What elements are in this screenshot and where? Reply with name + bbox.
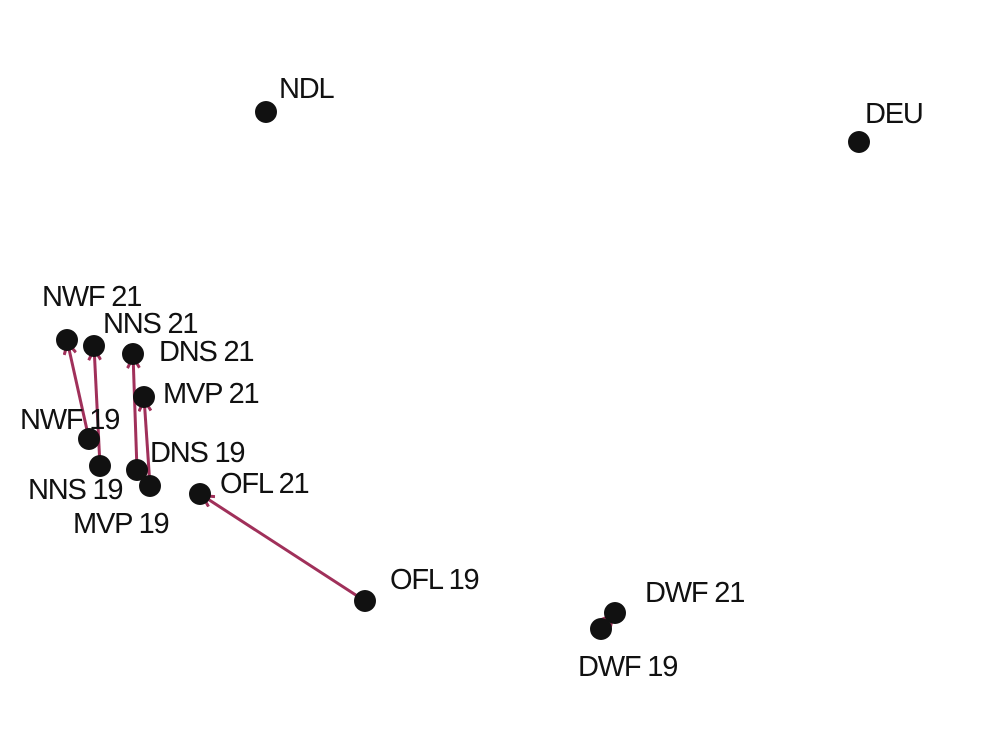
point-nns-19 [89, 455, 111, 477]
point-label-nwf-21: NWF 21 [42, 281, 141, 313]
point-label-dns-21: DNS 21 [159, 336, 253, 368]
point-dns-21 [122, 343, 144, 365]
point-label-dwf-19: DWF 19 [578, 651, 677, 683]
arrow-nns-19-to-nns-21 [94, 350, 100, 467]
arrow-nwf-19-to-nwf-21 [68, 344, 91, 440]
point-label-ofl-21: OFL 21 [220, 468, 309, 500]
point-label-nns-19: NNS 19 [28, 474, 122, 506]
point-dns-19 [126, 459, 148, 481]
point-label-ndl: NDL [279, 73, 334, 105]
point-label-dwf-21: DWF 21 [645, 577, 744, 609]
point-nwf-21 [56, 329, 78, 351]
point-label-ofl-19: OFL 19 [390, 564, 479, 596]
point-deu [848, 131, 870, 153]
points-layer [56, 101, 870, 640]
point-ndl [255, 101, 277, 123]
point-nwf-19 [78, 428, 100, 450]
point-label-nwf-19: NWF 19 [20, 404, 119, 436]
point-mvp-21 [133, 386, 155, 408]
point-dwf-19 [590, 618, 612, 640]
arrow-ofl-19-to-ofl-21 [203, 496, 366, 603]
arrow-mvp-19-to-mvp-21 [144, 401, 150, 487]
point-mvp-19 [139, 475, 161, 497]
point-label-deu: DEU [865, 98, 923, 130]
point-ofl-19 [354, 590, 376, 612]
point-dwf-21 [604, 602, 626, 624]
point-label-mvp-21: MVP 21 [163, 378, 259, 410]
arrow-dns-19-to-dns-21 [133, 358, 137, 471]
point-label-dns-19: DNS 19 [150, 437, 244, 469]
point-nns-21 [83, 335, 105, 357]
point-ofl-21 [189, 483, 211, 505]
point-label-nns-21: NNS 21 [103, 308, 197, 340]
point-label-mvp-19: MVP 19 [73, 508, 169, 540]
